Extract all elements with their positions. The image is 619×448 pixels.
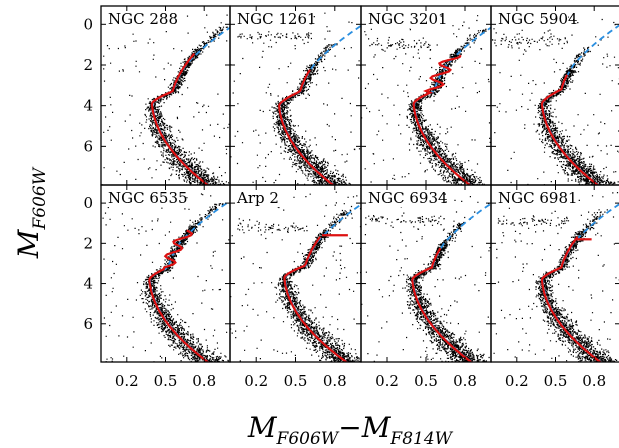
panel-label-bg bbox=[102, 187, 178, 207]
x-tick-label: 0.8 bbox=[582, 372, 606, 390]
star-points bbox=[361, 15, 491, 185]
isochrone-line bbox=[412, 202, 491, 362]
x-tick-label: 0.8 bbox=[192, 372, 216, 390]
panel-frame bbox=[229, 184, 362, 363]
x-tick-label: 0.5 bbox=[154, 372, 178, 390]
panel: NGC 6934 bbox=[360, 184, 492, 363]
panel-label-bg bbox=[231, 187, 282, 207]
panel-frame bbox=[490, 184, 619, 363]
y-tick-label: 0 bbox=[83, 15, 93, 33]
star-points-path bbox=[230, 12, 361, 185]
y-tick-label: 2 bbox=[83, 234, 93, 252]
fiducial-line bbox=[148, 229, 210, 362]
fiducial-line bbox=[411, 247, 474, 362]
x-tick-label: 0.2 bbox=[505, 372, 529, 390]
x-tick-label: 0.8 bbox=[453, 372, 477, 390]
fiducial-line bbox=[283, 236, 349, 362]
panel-label-bg bbox=[492, 187, 568, 207]
panel-label: NGC 3201 bbox=[368, 10, 448, 28]
panel-grid: NGC 288 NGC 1261 NGC 3201 NGC 5904 NGC 6535 A… bbox=[100, 5, 619, 363]
panel: NGC 6981 bbox=[490, 184, 619, 363]
panel-label: NGC 5904 bbox=[498, 10, 578, 28]
star-points-path bbox=[492, 12, 619, 185]
y-axis-label: MF606W bbox=[12, 166, 50, 259]
panel: NGC 6535 bbox=[100, 184, 231, 363]
panel-label: NGC 288 bbox=[108, 10, 178, 28]
fiducial-line bbox=[540, 236, 603, 362]
y-tick-label: 6 bbox=[83, 315, 93, 333]
isochrone-line bbox=[541, 24, 619, 185]
star-points bbox=[230, 12, 361, 185]
x-tick-label: 0.2 bbox=[375, 372, 399, 390]
isochrone-line bbox=[413, 26, 491, 185]
panel-frame bbox=[100, 184, 231, 363]
y-tick-label: 0 bbox=[83, 194, 93, 212]
star-points bbox=[230, 191, 361, 362]
star-points bbox=[361, 191, 491, 362]
y-tick-label: 6 bbox=[83, 137, 93, 155]
x-tick-label: 0.5 bbox=[284, 372, 308, 390]
panel-label: NGC 6981 bbox=[498, 189, 578, 207]
isochrone-line bbox=[149, 200, 230, 362]
panel-label: NGC 6535 bbox=[108, 189, 188, 207]
y-tick-label: 2 bbox=[83, 56, 93, 74]
star-points bbox=[101, 14, 230, 185]
x-axis-label: MF606W−MF814W bbox=[247, 411, 454, 448]
panel-label-bg bbox=[102, 8, 170, 28]
panel-label-bg bbox=[492, 8, 568, 28]
x-tick-label: 0.8 bbox=[323, 372, 347, 390]
star-points bbox=[102, 191, 230, 362]
panel-label: NGC 6934 bbox=[368, 189, 448, 207]
panel-label: Arp 2 bbox=[236, 189, 279, 207]
panel: NGC 5904 bbox=[490, 5, 619, 186]
star-points-path bbox=[361, 15, 491, 185]
panel-label-bg bbox=[362, 8, 438, 28]
y-tick-label: 4 bbox=[83, 97, 93, 115]
panel-label: NGC 1261 bbox=[237, 10, 317, 28]
fiducial-line bbox=[540, 74, 600, 185]
star-points-path bbox=[102, 191, 230, 362]
star-points-path bbox=[493, 191, 619, 362]
fiducial-line bbox=[150, 52, 210, 185]
y-tick-label: 4 bbox=[83, 275, 93, 293]
panel: NGC 1261 bbox=[229, 5, 362, 186]
x-tick-label: 0.5 bbox=[414, 372, 438, 390]
panel: NGC 288 bbox=[100, 5, 231, 186]
fiducial-line bbox=[277, 69, 335, 185]
x-tick-label: 0.5 bbox=[544, 372, 568, 390]
panel-label-bg bbox=[231, 8, 307, 28]
star-points bbox=[492, 12, 619, 185]
fiducial-line bbox=[412, 54, 472, 185]
star-points-path bbox=[101, 14, 230, 185]
tick-labels: 0 2 4 6 0 2 4 6 0.2 0.5 0.8 0.2 0.5 0.8 0.2 0.5 0.8 0.2 0.… bbox=[83, 15, 606, 390]
x-tick-label: 0.2 bbox=[244, 372, 268, 390]
x-tick-label: 0.2 bbox=[115, 372, 139, 390]
star-points-path bbox=[361, 191, 491, 362]
star-points bbox=[493, 191, 619, 362]
panel: NGC 3201 bbox=[360, 5, 492, 186]
isochrone-line bbox=[278, 24, 361, 185]
star-points-path bbox=[230, 191, 361, 362]
panel-label-bg bbox=[362, 187, 438, 207]
panel: Arp 2 bbox=[229, 184, 362, 363]
